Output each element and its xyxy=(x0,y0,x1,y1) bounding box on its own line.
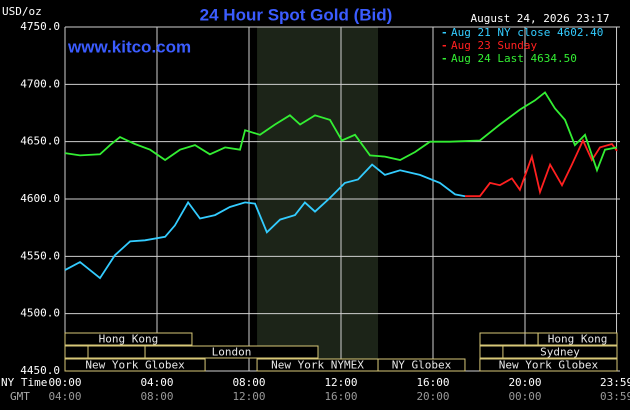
session-box xyxy=(64,332,193,346)
session-label: New York NYMEX xyxy=(271,359,364,372)
y-tick-label: 4650.0 xyxy=(20,135,60,148)
session-label: London xyxy=(212,346,252,359)
legend-label: Aug 23 Sunday xyxy=(451,39,537,52)
x-tick-label: 12:00 xyxy=(324,376,357,389)
session-label: Hong Kong xyxy=(99,333,159,346)
session-box xyxy=(479,358,618,372)
y-tick-label: 4700.0 xyxy=(20,77,60,90)
x2-tick-label: 08:00 xyxy=(140,390,173,403)
session-label: Sydney xyxy=(540,346,580,359)
x-tick-label: 00:00 xyxy=(48,376,81,389)
date-label: August 24, 2026 23:17 xyxy=(470,12,609,25)
x-axis-label: NY Time xyxy=(1,376,47,389)
unit-label: USD/oz xyxy=(2,5,42,18)
x-tick-label: 23:59 xyxy=(600,376,630,389)
x2-tick-label: 04:00 xyxy=(48,390,81,403)
x-tick-label: 04:00 xyxy=(140,376,173,389)
x2-tick-label: 00:00 xyxy=(508,390,541,403)
y-tick-label: 4600.0 xyxy=(20,192,60,205)
y-tick-label: 4750.0 xyxy=(20,20,60,33)
y-tick-label: 4500.0 xyxy=(20,307,60,320)
watermark: www.kitco.com xyxy=(67,37,191,56)
legend-marker: - xyxy=(441,39,448,52)
x2-tick-label: 12:00 xyxy=(232,390,265,403)
session-box xyxy=(502,345,618,359)
x2-tick-label: 20:00 xyxy=(416,390,449,403)
series-line xyxy=(64,91,618,173)
x2-axis-label: GMT xyxy=(10,390,30,403)
legend-marker: - xyxy=(441,52,448,65)
legend-label: Aug 24 Last 4634.50 xyxy=(451,52,577,65)
session-box xyxy=(377,358,466,372)
session-label: New York Globex xyxy=(499,359,599,372)
y-tick-label: 4550.0 xyxy=(20,249,60,262)
session-box xyxy=(64,358,206,372)
session-box xyxy=(144,345,319,359)
session-label: New York Globex xyxy=(85,359,185,372)
session-box xyxy=(537,332,618,346)
x-tick-label: 08:00 xyxy=(232,376,265,389)
chart-title: 24 Hour Spot Gold (Bid) xyxy=(200,5,393,24)
x2-tick-label: 16:00 xyxy=(324,390,357,403)
y-tick-label: 4450.0 xyxy=(20,364,60,377)
series-line xyxy=(64,163,466,280)
series-line xyxy=(465,138,618,198)
session-label: NY Globex xyxy=(392,359,452,372)
legend-marker: - xyxy=(441,26,448,39)
session-label: Hong Kong xyxy=(548,333,608,346)
x-tick-label: 20:00 xyxy=(508,376,541,389)
x2-tick-label: 03:59 xyxy=(600,390,630,403)
legend-label: Aug 21 NY close 4602.40 xyxy=(451,26,603,39)
x-tick-label: 16:00 xyxy=(416,376,449,389)
